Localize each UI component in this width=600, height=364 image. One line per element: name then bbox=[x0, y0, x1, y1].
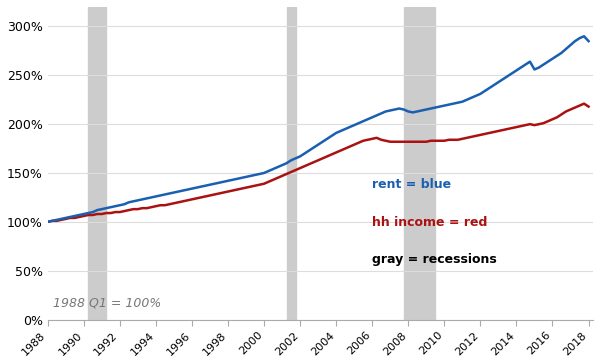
Bar bbox=[404, 7, 436, 320]
Text: rent = blue: rent = blue bbox=[372, 178, 451, 191]
Text: gray = recessions: gray = recessions bbox=[372, 253, 497, 266]
Text: 1988 Q1 = 100%: 1988 Q1 = 100% bbox=[53, 297, 161, 310]
Bar bbox=[287, 7, 296, 320]
Text: hh income = red: hh income = red bbox=[372, 216, 488, 229]
Bar bbox=[88, 7, 106, 320]
